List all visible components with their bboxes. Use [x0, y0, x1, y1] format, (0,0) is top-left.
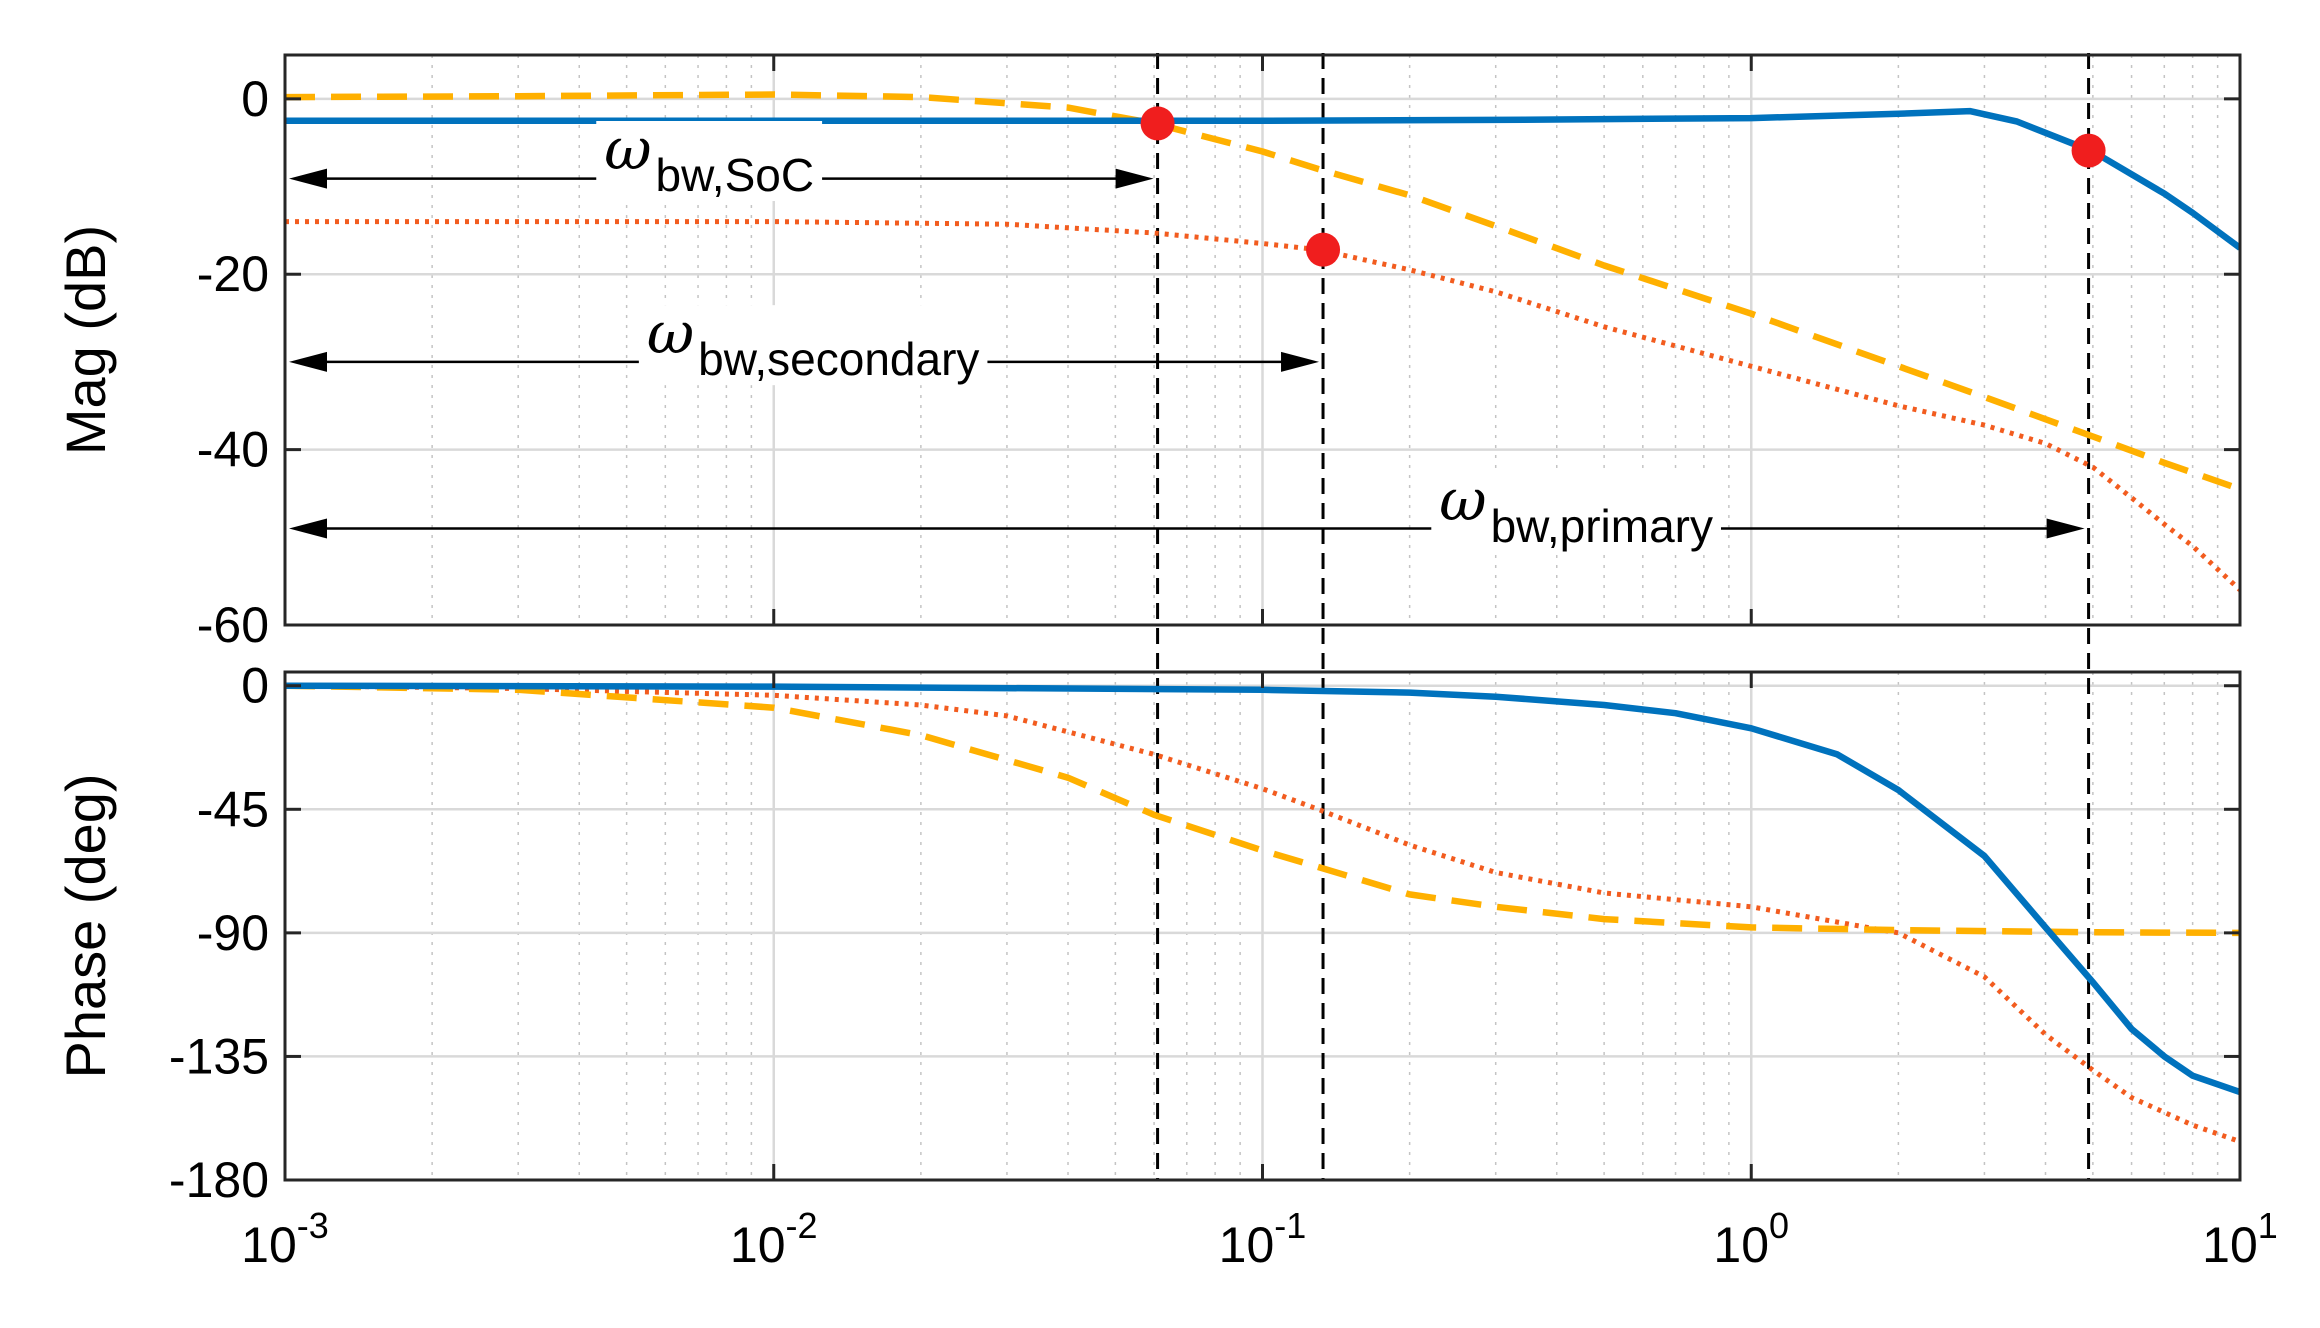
x-tick-label: 101 — [2202, 1205, 2278, 1273]
annotation-omega: ω — [647, 299, 694, 367]
annotation-arrowhead-left — [289, 518, 327, 539]
annotation-omega: ω — [1439, 466, 1486, 534]
annotation-arrowhead-left — [289, 168, 327, 189]
annotation-arrowhead-right — [1281, 351, 1320, 372]
x-tick-exponent: -3 — [297, 1205, 329, 1246]
y-tick-label: -90 — [197, 905, 269, 961]
annotation-subscript: bw,secondary — [698, 333, 979, 385]
magnitude-series — [285, 91, 2240, 592]
y-tick-label: -180 — [169, 1152, 269, 1208]
annotation-bw-soc: ωbw,SoC — [289, 115, 1154, 201]
x-tick-exponent: -1 — [1274, 1205, 1306, 1246]
x-tick-label: 10-3 — [241, 1205, 329, 1273]
phase-y-ticks: 0 -45 -90 -135 -180 — [169, 658, 2242, 1208]
x-tick-label: 100 — [1713, 1205, 1789, 1273]
annotation-subscript: bw,primary — [1491, 500, 1713, 552]
x-tick-label: 10-1 — [1219, 1205, 1307, 1273]
x-tick-exponent: 1 — [2258, 1205, 2278, 1246]
annotation-arrowhead-left — [289, 351, 327, 372]
phase-panel: 0 -45 -90 -135 -180 Phase (deg) — [54, 628, 2242, 1208]
y-tick-label: 0 — [241, 71, 269, 127]
x-tick-base: 10 — [241, 1217, 297, 1273]
annotation-subscript: bw,SoC — [656, 149, 815, 201]
annotation-bw-primary: ωbw,primary — [289, 466, 2085, 552]
x-tick-label: 10-2 — [730, 1205, 818, 1273]
x-tick-base: 10 — [1713, 1217, 1769, 1273]
y-tick-label: -60 — [197, 597, 269, 653]
annotation-arrowhead-right — [2046, 518, 2085, 539]
y-tick-label: -45 — [197, 781, 269, 837]
x-tick-exponent: 0 — [1769, 1205, 1789, 1246]
x-tick-base: 10 — [2202, 1217, 2258, 1273]
x-tick-base: 10 — [1219, 1217, 1275, 1273]
phase-bandwidth-lines — [1156, 628, 2091, 1180]
x-tick-base: 10 — [730, 1217, 786, 1273]
y-tick-label: -40 — [197, 422, 269, 478]
annotation-omega: ω — [604, 115, 651, 183]
y-tick-label: 0 — [241, 658, 269, 714]
annotation-label: ωbw,secondary — [647, 299, 980, 385]
y-tick-label: -20 — [197, 246, 269, 302]
bandwidth-marker-primary — [2071, 133, 2106, 168]
mag-primary-curve — [285, 107, 2240, 251]
magnitude-y-ticks: 0 -20 -40 -60 — [197, 55, 2242, 653]
phase-y-axis-label: Phase (deg) — [54, 773, 117, 1078]
ph-soc-curve — [285, 682, 2240, 937]
magnitude-bandwidth-markers — [1140, 106, 2106, 267]
bandwidth-marker-soc — [1140, 106, 1175, 141]
x-tick-exponent: -2 — [786, 1205, 818, 1246]
bandwidth-marker-secondary — [1306, 232, 1341, 267]
annotation-label: ωbw,SoC — [604, 115, 814, 201]
magnitude-y-axis-label: Mag (dB) — [54, 225, 117, 455]
annotation-bw-secondary: ωbw,secondary — [289, 299, 1320, 386]
annotation-arrowhead-right — [1115, 168, 1154, 189]
frequency-x-ticks: 10-3 10-2 10-1 100 101 — [241, 1205, 2278, 1273]
phase-series — [285, 682, 2240, 1144]
ph-primary-curve — [285, 682, 2240, 1096]
annotation-label: ωbw,primary — [1439, 466, 1713, 552]
y-tick-label: -135 — [169, 1028, 269, 1084]
